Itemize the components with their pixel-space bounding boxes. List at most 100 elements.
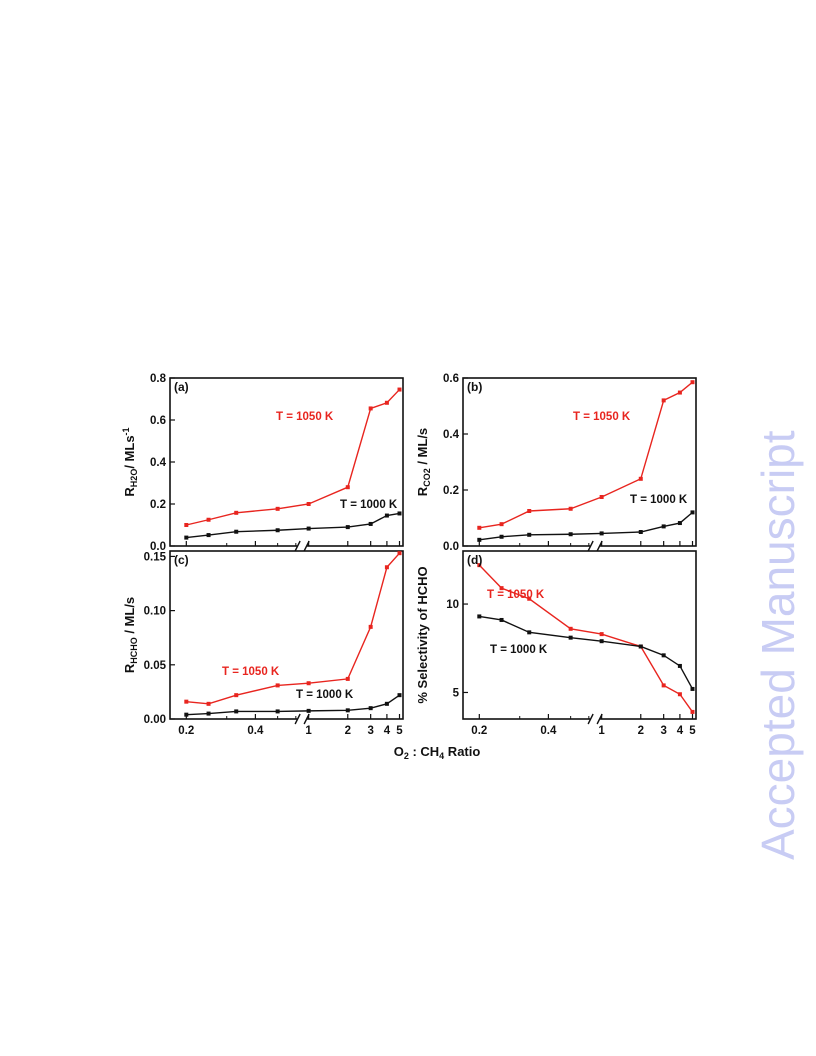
x-tick-label: 5 [396, 725, 403, 737]
plot-frame [169, 550, 404, 720]
data-point-1050k [599, 495, 604, 499]
data-point-1050k [638, 476, 643, 481]
x-tick-label: 0.2 [471, 725, 487, 737]
data-point-1000k [345, 525, 350, 530]
data-point-1000k [638, 644, 643, 649]
x-title-sub: 4 [439, 751, 444, 761]
panel-label: (a) [174, 380, 189, 394]
data-point-1050k [527, 509, 532, 513]
data-point-1000k [527, 630, 532, 635]
data-point-1050k [568, 626, 573, 631]
y-axis-title: RCO2 / ML/s [415, 428, 432, 496]
y-tick-label: 0.6 [443, 373, 459, 385]
y-tick-label: 0.0 [150, 541, 166, 553]
y-tick-label: 0.10 [144, 606, 166, 618]
x-tick-label: 0.2 [178, 725, 194, 737]
y-tick-label: 0.4 [150, 457, 167, 469]
data-point-1050k [527, 596, 532, 601]
data-point-1000k [234, 529, 239, 534]
y-tick-label: 0.05 [144, 660, 167, 672]
data-point-1050k [384, 400, 389, 405]
y-title-sub: H2O [129, 469, 139, 488]
data-point-1000k [206, 533, 211, 538]
y-tick-label: 0.0 [443, 541, 459, 553]
series-line-1050k [186, 552, 401, 705]
x-axis-title: O2 : CH4 Ratio [394, 744, 481, 761]
data-point-1050k [206, 517, 211, 522]
axis-break-gap [297, 543, 308, 549]
series-annotation: T = 1000 K [340, 499, 398, 511]
data-point-1050k [306, 502, 311, 506]
plot-frame [462, 550, 697, 720]
y-axis-title: % Selectivity of HCHO [415, 566, 430, 703]
data-point-1000k [384, 513, 389, 518]
series-line-1050k [478, 564, 694, 713]
data-point-1000k [184, 712, 189, 717]
data-point-1000k [368, 521, 373, 526]
x-title-part: Ratio [444, 744, 480, 759]
data-point-1000k [638, 530, 643, 534]
y-title-base: R [122, 487, 137, 497]
series-annotation: T = 1000 K [296, 689, 354, 701]
data-point-1000k [306, 526, 311, 531]
data-point-1050k [690, 709, 695, 714]
x-tick-label: 1 [305, 725, 312, 737]
data-point-1000k [345, 708, 350, 713]
series-annotation: T = 1050 K [222, 666, 280, 678]
x-title-part: : CH [409, 744, 439, 759]
data-point-1050k [184, 523, 189, 527]
data-point-1000k [397, 693, 402, 698]
series-annotation: T = 1050 K [573, 411, 631, 423]
data-point-1000k [690, 510, 695, 515]
axis-break-mark [294, 713, 301, 725]
y-tick-label: 0.00 [144, 714, 166, 726]
series-annotation: T = 1000 K [630, 494, 688, 506]
x-tick-label: 3 [367, 725, 373, 737]
y-title-base: R [122, 663, 137, 673]
panel-label: (c) [174, 553, 189, 567]
data-point-1050k [234, 693, 239, 698]
y-tick-label: 0.8 [150, 373, 167, 385]
data-point-1000k [477, 537, 482, 542]
axis-break-gap [590, 716, 601, 722]
y-tick-label: 10 [446, 599, 459, 611]
data-point-1050k [306, 681, 311, 686]
data-point-1050k [499, 522, 504, 527]
x-tick-label: 2 [345, 725, 351, 737]
series-line-1000k [479, 511, 693, 541]
data-point-1000k [384, 701, 389, 706]
data-point-1000k [690, 686, 695, 691]
y-title-suffix: / MLs [122, 435, 137, 468]
data-point-1000k [184, 535, 189, 540]
data-point-1050k [661, 398, 666, 403]
data-point-1050k [477, 525, 482, 530]
watermark-text: Accepted Manuscript [752, 430, 804, 860]
data-point-1000k [568, 532, 573, 537]
chart-panel-3: 0.00 0.05 0.10 0.15 0.2 0.4 1 2 3 4 5 (c) T = 1050 K… [122, 550, 404, 737]
data-point-1050k [599, 632, 604, 637]
y-title-sup: -1 [121, 427, 131, 435]
panels: 0.00.20.40.60.8(a)T = 1050 KT = 1000 KRH… [121, 373, 697, 737]
y-axis-title: RHCHO / ML/s [122, 597, 139, 673]
data-point-1000k [677, 521, 682, 526]
data-point-1000k [499, 534, 504, 539]
data-point-1050k [368, 624, 373, 629]
y-tick-label: 0.2 [443, 485, 459, 497]
x-tick-label: 3 [660, 725, 666, 737]
axis-break-mark [587, 713, 594, 725]
x-title-part: O [394, 744, 404, 759]
data-point-1000k [206, 711, 211, 716]
y-tick-label: 5 [453, 687, 460, 699]
data-point-1050k [234, 510, 239, 515]
panel-label: (d) [467, 553, 482, 567]
axis-break-mark [294, 540, 301, 552]
x-title-sub: 2 [404, 751, 409, 761]
x-tick-label: 4 [677, 725, 684, 737]
y-title-suffix: / ML/s [415, 428, 430, 468]
data-point-1050k [677, 692, 682, 697]
series-line-1000k [186, 694, 400, 716]
data-point-1000k [397, 511, 402, 516]
y-title-sub: CO2 [422, 468, 432, 487]
